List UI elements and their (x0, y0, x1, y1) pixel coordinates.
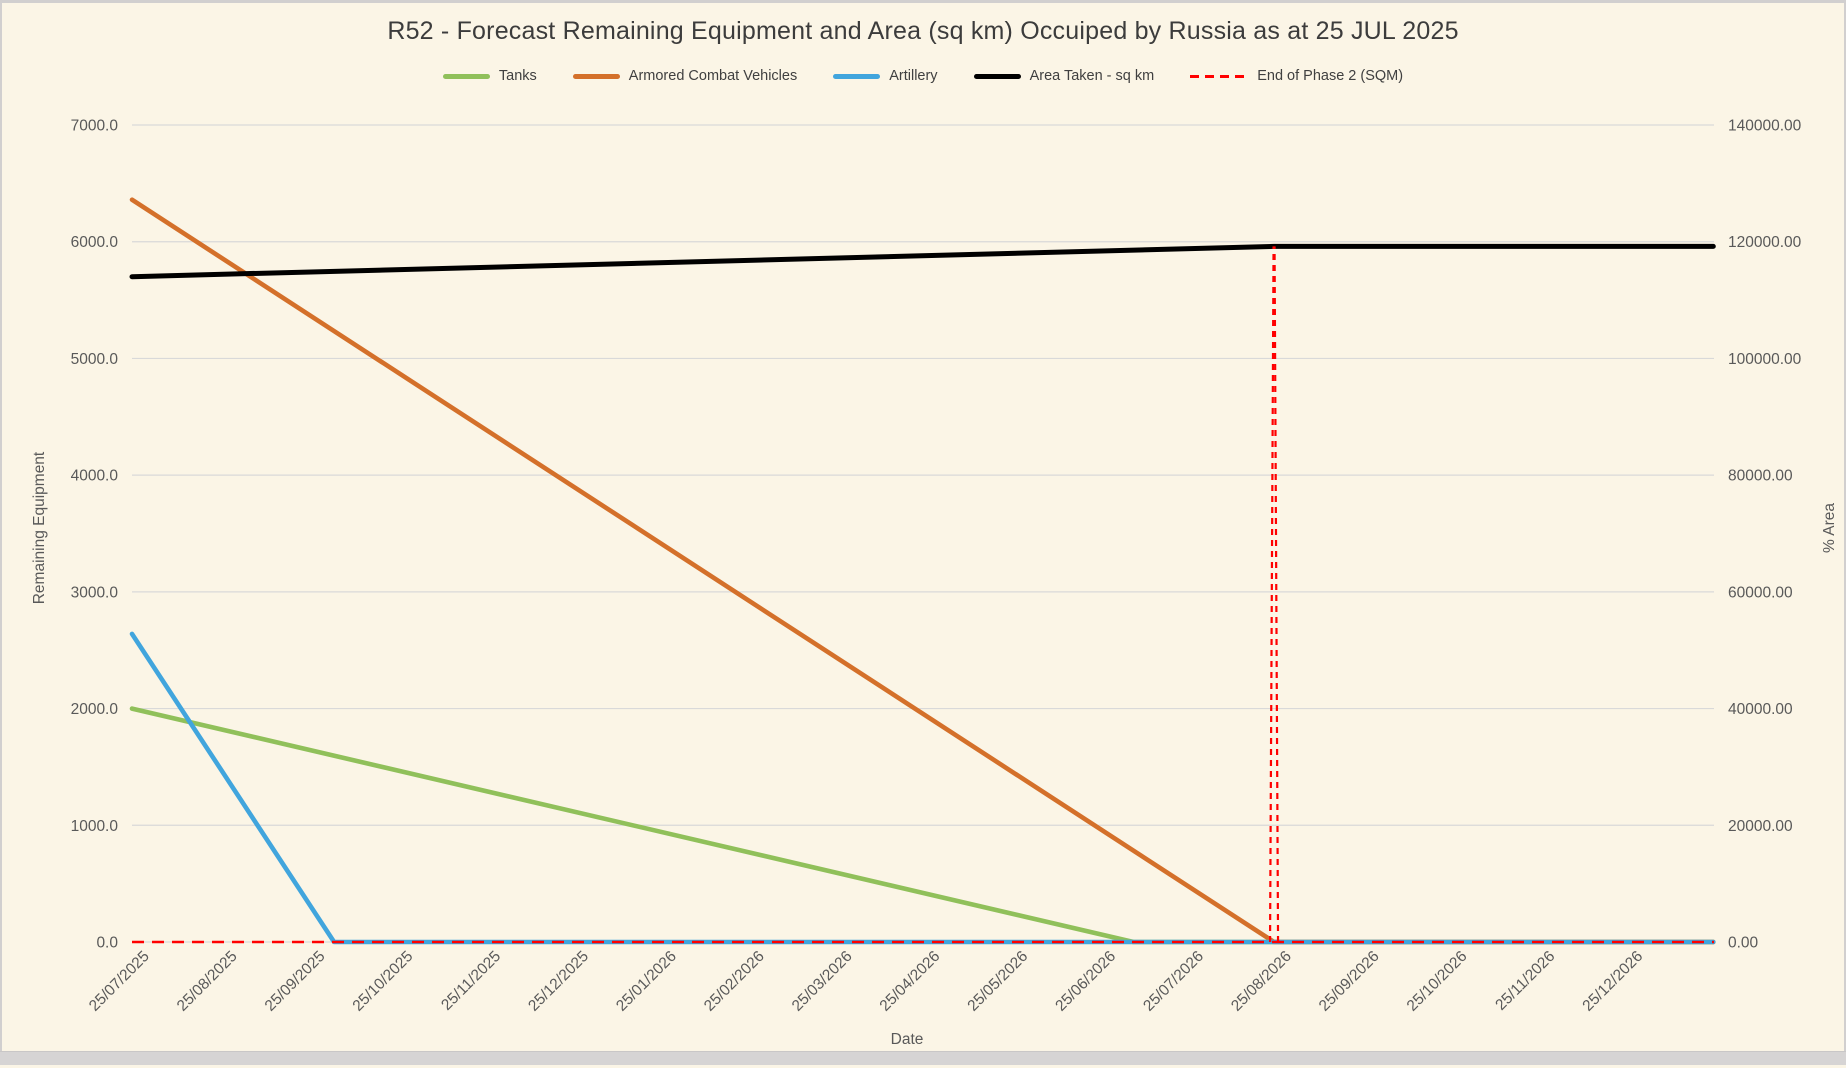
y-left-tick-label: 4000.0 (71, 468, 119, 485)
phase-vertical-line (1268, 246, 1275, 943)
x-tick-label: 25/12/2025 (525, 948, 592, 1015)
x-tick-label: 25/11/2026 (1492, 948, 1558, 1014)
x-tick-label: 25/02/2026 (701, 948, 768, 1015)
legend-label: Artillery (889, 68, 938, 84)
y-right-tick-label: 20000.00 (1728, 818, 1793, 835)
legend-item-area-taken-sq-km: Area Taken - sq km (973, 68, 1155, 84)
y-axis-left-title: Remaining Equipment (31, 451, 48, 605)
chart-title: R52 - Forecast Remaining Equipment and A… (387, 17, 1459, 45)
legend-line-swatch (572, 73, 620, 79)
y-left-tick-label: 3000.0 (71, 584, 119, 601)
x-tick-label: 25/08/2026 (1228, 948, 1295, 1015)
series-line-artillery (129, 631, 1716, 945)
x-tick-label: 25/12/2026 (1579, 948, 1646, 1015)
y-left-tick-label: 2000.0 (71, 701, 119, 718)
legend-label: Area Taken - sq km (1029, 68, 1155, 84)
series-line-area-taken-sq-km (129, 243, 1716, 280)
x-tick-label: 25/08/2025 (174, 948, 241, 1015)
window-bottom-strip (0, 1051, 1846, 1065)
x-tick-label: 25/10/2026 (1404, 948, 1471, 1015)
x-tick-label: 25/06/2026 (1052, 948, 1119, 1015)
y-left-tick-label: 6000.0 (71, 234, 119, 251)
legend-item-armored-combat-vehicles: Armored Combat Vehicles (572, 68, 798, 84)
y-right-tick-label: 120000.00 (1728, 234, 1802, 251)
x-tick-label: 25/09/2025 (262, 948, 329, 1015)
x-tick-label: 25/07/2025 (86, 948, 153, 1015)
y-right-tick-label: 140000.00 (1728, 118, 1802, 135)
y-right-tick-label: 40000.00 (1728, 701, 1793, 718)
legend-line-swatch (442, 73, 490, 79)
y-right-tick-label: 80000.00 (1728, 468, 1793, 485)
y-axis-right-title: % Area (1821, 503, 1838, 553)
chart-legend: Tanks Armored Combat Vehicles Artillery Are… (2, 65, 1844, 87)
y-left-tick-label: 5000.0 (71, 351, 119, 368)
y-left-tick-label: 1000.0 (71, 818, 119, 835)
legend-label: End of Phase 2 (SQM) (1257, 68, 1404, 84)
y-right-tick-label: 0.00 (1728, 935, 1759, 952)
y-left-tick-label: 7000.0 (71, 118, 119, 135)
legend-item-end-of-phase-2-sqm: End of Phase 2 (SQM) (1190, 68, 1403, 84)
legend-item-tanks: Tanks (442, 68, 537, 84)
series-line-armored-combat-vehicles (129, 197, 1716, 945)
x-tick-label: 25/01/2026 (613, 948, 680, 1015)
legend-item-artillery: Artillery (833, 68, 938, 84)
x-axis-title: Date (890, 1031, 924, 1048)
x-tick-label: 25/11/2025 (438, 948, 504, 1014)
legend-label: Tanks (498, 68, 537, 84)
phase-vertical-line (1273, 246, 1280, 943)
legend-line-swatch (973, 73, 1021, 79)
legend-label: Armored Combat Vehicles (628, 68, 798, 84)
x-tick-label: 25/04/2026 (877, 948, 944, 1015)
x-tick-label: 25/10/2025 (350, 948, 417, 1015)
x-tick-label: 25/07/2026 (1140, 948, 1207, 1015)
y-right-tick-label: 100000.00 (1728, 351, 1802, 368)
chart-plot: 0.0 1000.0 2000.0 3000.0 4000.0 5000.0 6000.0 7… (71, 118, 1802, 1015)
x-tick-label: 25/05/2026 (964, 948, 1031, 1015)
x-tick-label: 25/03/2026 (789, 948, 856, 1015)
legend-dashed-line-swatch (1190, 74, 1249, 78)
y-left-tick-label: 0.0 (96, 935, 118, 952)
legend-line-swatch (833, 73, 881, 79)
y-right-tick-label: 60000.00 (1728, 584, 1793, 601)
x-tick-label: 25/09/2026 (1316, 948, 1383, 1015)
